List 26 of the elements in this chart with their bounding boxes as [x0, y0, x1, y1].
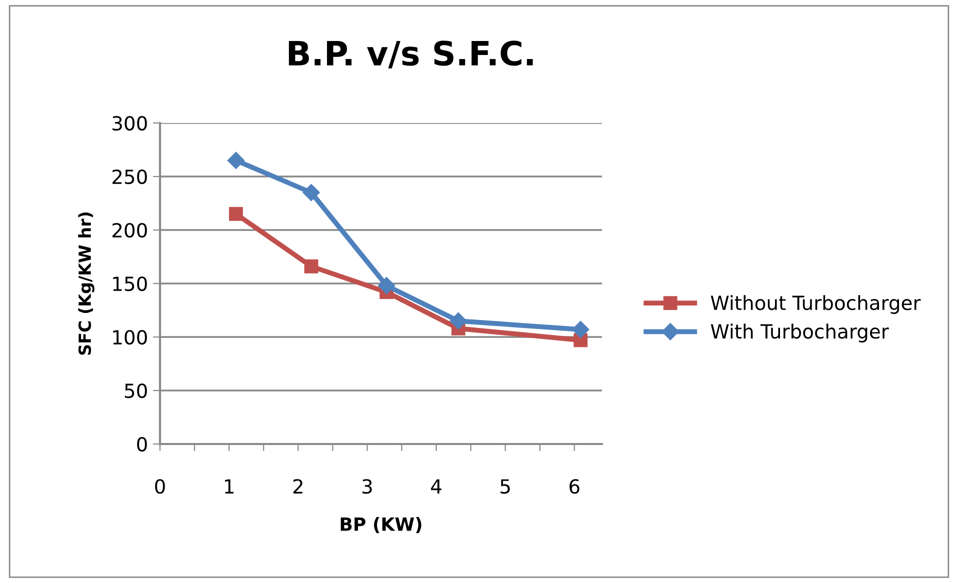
chart-title: B.P. v/s S.F.C. — [288, 40, 533, 68]
y-tick-label: 100 — [113, 330, 147, 345]
point — [572, 320, 590, 338]
point — [450, 312, 467, 330]
point — [378, 277, 396, 294]
x-tick-label: 3 — [362, 479, 372, 494]
point — [304, 259, 318, 274]
x-tick-label: 2 — [293, 479, 302, 494]
point — [227, 152, 245, 169]
y-tick-label: 250 — [112, 169, 147, 184]
x-tick-label: 4 — [431, 479, 442, 494]
y-tick-label: 150 — [113, 276, 147, 292]
point — [302, 184, 320, 202]
y-tick-label: 300 — [112, 116, 147, 131]
legend-label: Without Turbocharger — [710, 295, 921, 314]
x-axis-title: BP (KW) — [340, 517, 422, 534]
x-tick-label: 1 — [225, 479, 234, 494]
legend-label: With Turbocharger — [710, 324, 889, 342]
x-tick-label: 0 — [155, 479, 165, 494]
y-tick-label: 50 — [124, 383, 147, 398]
x-tick-label: 6 — [570, 479, 580, 494]
y-axis-title: SFC (Kg/KW hr) — [78, 212, 94, 355]
x-tick-label: 5 — [500, 479, 510, 494]
y-tick-label: 200 — [112, 222, 147, 238]
point — [229, 207, 243, 221]
y-tick-label: 0 — [137, 436, 147, 452]
